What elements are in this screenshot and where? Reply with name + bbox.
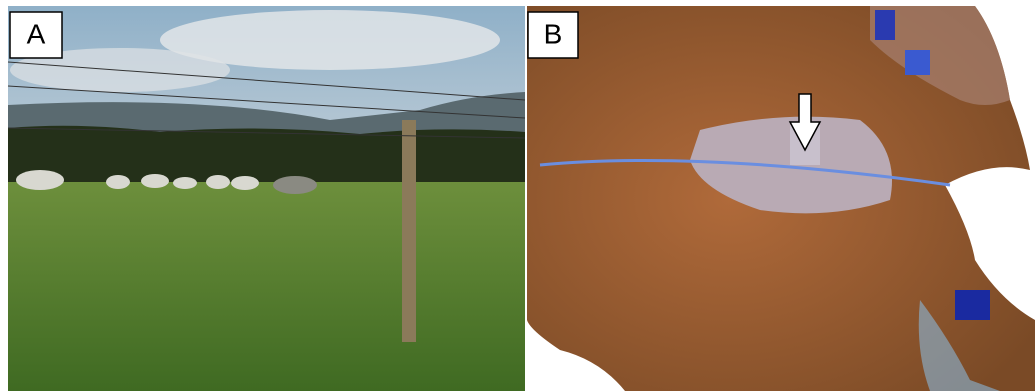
page: A B (() => { const data = JSON.parse(doc… xyxy=(0,0,1035,391)
panel-label-b: B xyxy=(528,12,578,58)
figure: A B xyxy=(0,0,1035,391)
panel-label-text: B xyxy=(544,18,563,49)
panel-label-text: A xyxy=(27,18,46,49)
photo-pasture xyxy=(8,6,525,391)
satellite-image xyxy=(527,6,1035,391)
panel-label-a: A xyxy=(10,12,62,58)
